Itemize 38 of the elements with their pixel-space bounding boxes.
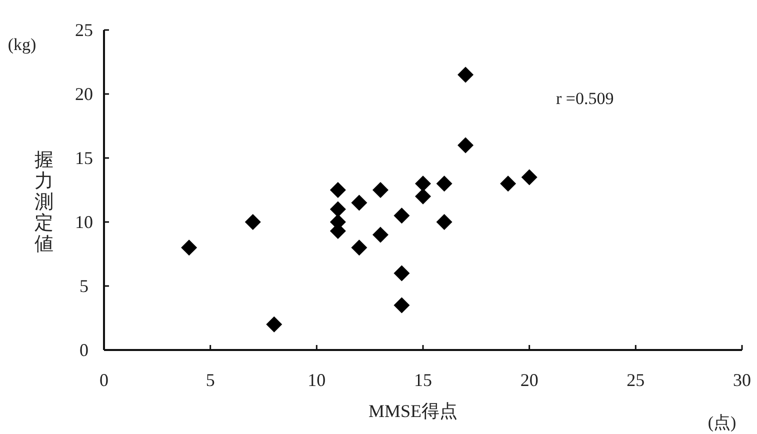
y-tick-label: 5 [80,276,88,296]
point [394,297,410,314]
point [372,182,388,198]
y-tick-label: 20 [75,84,93,104]
point [415,188,431,204]
text: (点) [708,413,736,432]
annotation: r =0.509 [556,89,614,108]
y-tick-label: 15 [75,148,93,168]
point [394,265,410,282]
x-tick-label: 20 [520,370,538,390]
x-tick-label: 10 [308,370,326,390]
point [351,240,368,256]
point [458,66,474,83]
text: (kg) [8,35,36,54]
point [500,176,516,192]
point [351,194,368,211]
point [266,316,282,332]
point [372,226,388,243]
y-tick-label: 0 [80,340,88,360]
y-tick-label: 10 [75,212,93,232]
point [436,214,452,230]
point [415,176,431,192]
point [458,137,474,154]
point [181,240,198,256]
x-axis-title: MMSE得点 [368,401,458,421]
point [394,208,410,224]
y-tick-label: 25 [75,20,93,40]
x-tick-label: 30 [733,370,751,390]
point [521,169,538,186]
y-axis-title: 握力測定値 [34,150,54,255]
point [330,182,346,198]
point [436,176,452,192]
point [244,214,261,230]
x-tick-label: 25 [626,370,645,390]
x-tick-label: 15 [414,370,432,390]
x-tick-label: 0 [100,370,108,390]
point [330,201,346,218]
x-tick-label: 5 [206,370,215,390]
